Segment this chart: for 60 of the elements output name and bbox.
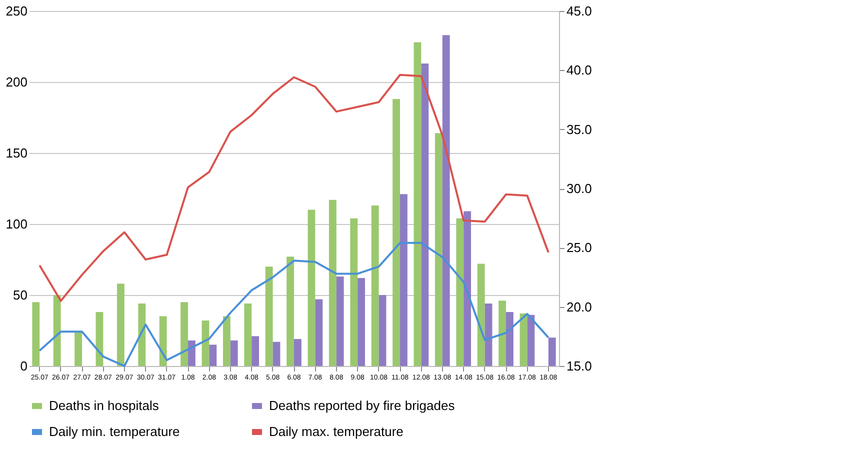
bar [548,338,556,366]
bar [116,284,124,366]
bar [371,206,379,366]
bar [392,99,400,366]
bar [520,313,528,366]
y-tick-label: 150 [6,146,28,160]
y-tick-label: 100 [6,216,28,232]
bar [434,133,442,366]
y2-tick-label: 45.0 [566,4,592,18]
bar [188,340,196,366]
bar [328,200,336,366]
bar [350,218,358,366]
bar [442,35,450,366]
bar [315,299,323,366]
y2-tick-label: 15.0 [566,358,592,374]
bar [464,211,472,366]
y2-tick-label: 40.0 [566,62,592,78]
bar [421,64,429,366]
y-tick-label: 250 [6,4,28,18]
bar [209,344,217,366]
bar [484,304,492,366]
y2-tick-label: 30.0 [566,181,592,196]
bar [265,266,273,366]
bar [527,314,535,366]
y-tick-label: 50 [13,288,28,302]
legend-label: Daily min. temperature [49,424,180,439]
bar [222,316,230,366]
legend-label: Deaths in hospitals [49,398,160,413]
bar [286,256,294,366]
y2-tick-label: 35.0 [566,122,592,137]
bar [159,316,167,366]
legend-label: Daily max. temperature [269,424,404,439]
bar [272,342,280,366]
bar [498,300,506,366]
bar [244,304,252,366]
bar [456,218,464,366]
bar [378,295,386,366]
legend-label: Deaths reported by fire brigades [269,398,456,413]
line-series [38,242,550,367]
bar [414,42,422,366]
bar [477,264,485,366]
bar [180,302,188,366]
bar [202,320,210,366]
y-tick-label: 200 [6,74,28,90]
line-series [38,74,550,302]
bar [138,304,146,366]
bar [74,332,82,366]
bar [294,339,302,366]
y-tick-label: 0 [20,358,28,374]
bar [336,276,344,366]
y2-tick-label: 20.0 [566,299,592,314]
bar [358,278,366,366]
bar [230,340,238,366]
bar [32,302,40,366]
y2-tick-label: 25.0 [566,240,592,256]
bar [400,194,408,366]
bar [53,295,61,366]
bar [252,336,260,366]
bar [308,210,316,366]
bar [506,312,514,366]
